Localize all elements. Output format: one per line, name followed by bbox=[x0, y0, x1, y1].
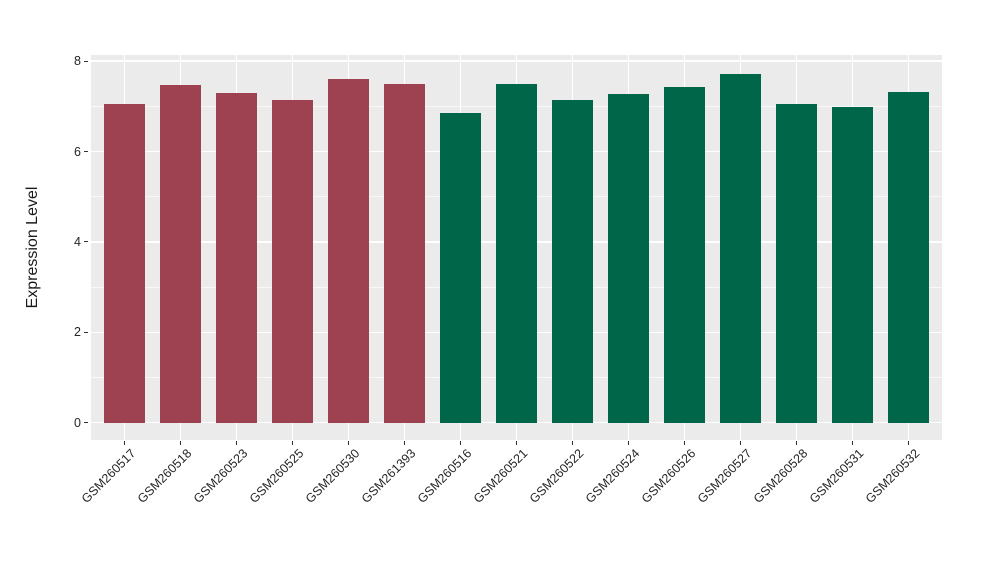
bar-GSM261393 bbox=[384, 83, 426, 423]
x-tick-label-GSM260528: GSM260528 bbox=[751, 446, 811, 506]
x-tick-GSM260521 bbox=[516, 441, 517, 445]
y-axis-title: Expression Level bbox=[24, 186, 41, 309]
y-tick-4 bbox=[84, 241, 88, 243]
x-tick-label-GSM261393: GSM261393 bbox=[359, 446, 419, 506]
y-tick-6 bbox=[84, 151, 88, 152]
x-tick-GSM260523 bbox=[236, 441, 238, 445]
bar-GSM260526 bbox=[663, 86, 705, 423]
bar-GSM260522 bbox=[551, 99, 593, 423]
y-tick-label-0: 0 bbox=[74, 415, 81, 430]
y-tick-label-8: 8 bbox=[74, 53, 81, 68]
x-tick-GSM260522 bbox=[571, 441, 573, 445]
bar-GSM260517 bbox=[104, 104, 146, 423]
bar-GSM260531 bbox=[831, 106, 873, 423]
bar-GSM260525 bbox=[272, 99, 314, 423]
y-tick-label-4: 4 bbox=[74, 234, 81, 249]
bar-GSM260516 bbox=[440, 113, 481, 423]
x-tick-label-GSM260518: GSM260518 bbox=[135, 446, 195, 506]
x-tick-GSM260528 bbox=[795, 441, 797, 445]
x-tick-label-GSM260523: GSM260523 bbox=[191, 446, 251, 506]
bar-GSM260523 bbox=[216, 93, 258, 423]
bar-GSM260530 bbox=[328, 78, 370, 423]
bar-GSM260521 bbox=[496, 84, 537, 423]
x-tick-GSM260532 bbox=[907, 441, 909, 445]
plot-panel bbox=[91, 55, 942, 440]
x-tick-label-GSM260516: GSM260516 bbox=[415, 446, 475, 506]
x-tick-label-GSM260525: GSM260525 bbox=[247, 446, 307, 506]
y-tick-0 bbox=[84, 422, 88, 424]
bar-GSM260527 bbox=[719, 74, 761, 423]
bar-GSM260528 bbox=[775, 104, 817, 423]
y-tick-8 bbox=[84, 60, 88, 62]
x-tick-GSM260527 bbox=[739, 441, 741, 445]
x-tick-label-GSM260530: GSM260530 bbox=[303, 446, 363, 506]
y-tick-label-6: 6 bbox=[74, 144, 81, 159]
x-tick-label-GSM260527: GSM260527 bbox=[695, 446, 755, 506]
x-tick-GSM260517 bbox=[124, 441, 126, 445]
x-tick-label-GSM260526: GSM260526 bbox=[639, 446, 699, 506]
x-tick-GSM260516 bbox=[460, 441, 461, 445]
x-tick-GSM260524 bbox=[627, 441, 629, 445]
bar-GSM260518 bbox=[160, 84, 202, 423]
bar-GSM260532 bbox=[887, 92, 929, 423]
x-tick-label-GSM260531: GSM260531 bbox=[807, 446, 867, 506]
x-tick-GSM260525 bbox=[292, 441, 294, 445]
x-tick-GSM261393 bbox=[404, 441, 406, 445]
x-tick-GSM260531 bbox=[851, 441, 853, 445]
y-tick-2 bbox=[84, 331, 88, 333]
x-tick-label-GSM260521: GSM260521 bbox=[471, 446, 531, 506]
x-tick-label-GSM260517: GSM260517 bbox=[79, 446, 139, 506]
x-tick-GSM260518 bbox=[180, 441, 182, 445]
bar-GSM260524 bbox=[607, 94, 649, 423]
x-tick-label-GSM260532: GSM260532 bbox=[863, 446, 923, 506]
x-tick-label-GSM260522: GSM260522 bbox=[527, 446, 587, 506]
x-tick-GSM260530 bbox=[348, 441, 350, 445]
x-tick-GSM260526 bbox=[683, 441, 685, 445]
x-tick-label-GSM260524: GSM260524 bbox=[583, 446, 643, 506]
y-tick-label-2: 2 bbox=[74, 325, 81, 340]
